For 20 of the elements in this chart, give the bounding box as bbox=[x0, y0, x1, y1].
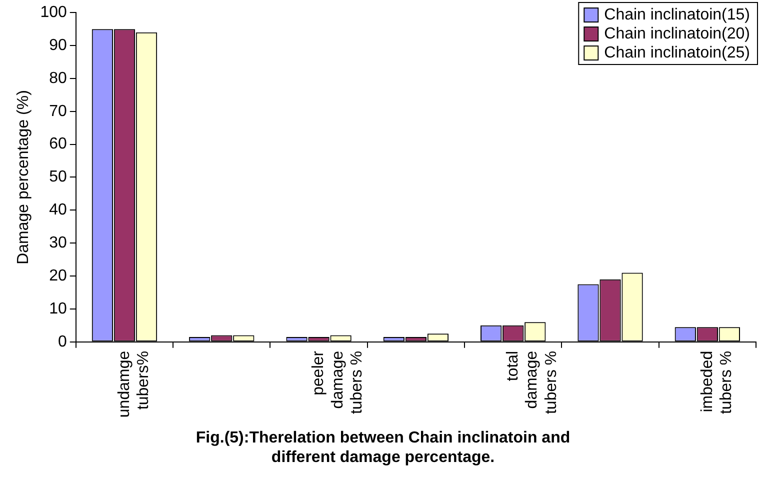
y-tick-label: 60 bbox=[49, 136, 67, 153]
y-tick-label: 100 bbox=[40, 4, 67, 22]
y-tick-label: 70 bbox=[49, 102, 67, 120]
legend-label: Chain inclinatoin(20) bbox=[604, 25, 750, 42]
x-tick-label: peeler damage tubers % bbox=[310, 350, 366, 414]
legend-label: Chain inclinatoin(15) bbox=[604, 6, 750, 24]
legend-label: Chain inclinatoin(25) bbox=[604, 44, 750, 62]
y-tick-label: 30 bbox=[49, 234, 67, 252]
y-tick-label: 40 bbox=[49, 202, 67, 219]
y-tick-label: 20 bbox=[49, 267, 67, 284]
x-tick-label: imbeded tubers % bbox=[698, 350, 736, 414]
x-tick-label: undamge tubers% bbox=[116, 350, 152, 418]
y-tick-label: 80 bbox=[49, 70, 67, 87]
y-axis-title: Damage percentage (%) bbox=[15, 90, 32, 264]
y-tick-label: 50 bbox=[49, 168, 67, 186]
x-tick-label: total damage tubers % bbox=[504, 350, 560, 414]
y-tick-label: 90 bbox=[49, 36, 67, 54]
y-tick-label: 0 bbox=[58, 333, 67, 350]
text: Fig.(5):Therelation between Chain inclinatoin and different damage percentage. bbox=[196, 430, 570, 466]
y-tick-label: 10 bbox=[49, 300, 67, 318]
